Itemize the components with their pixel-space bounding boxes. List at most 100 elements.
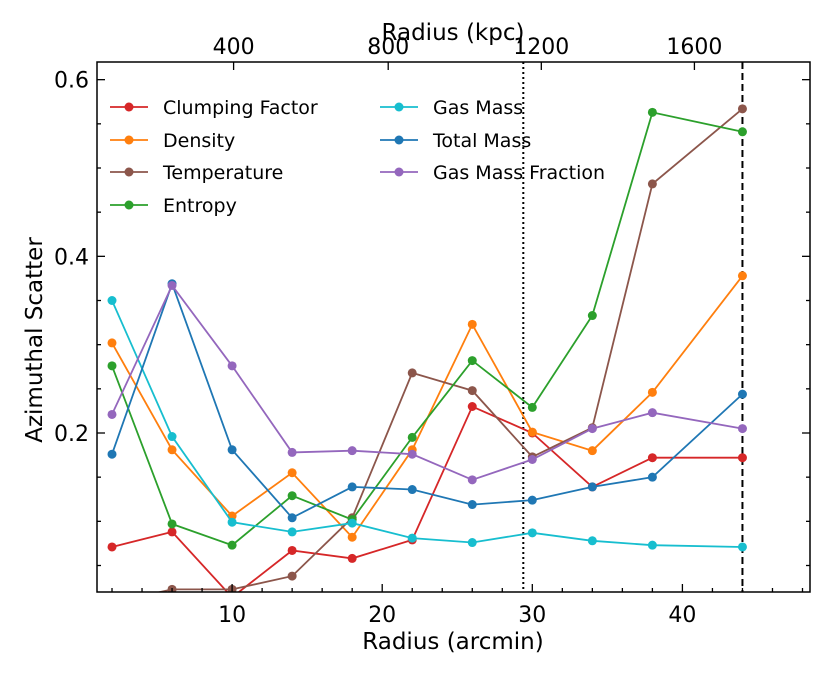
plot-layer [107,62,747,607]
x-tick-label: 20 [368,603,396,628]
legend-marker-gas-mass [394,102,404,112]
data-point-clumping-factor [287,545,297,555]
data-point-clumping-factor [467,402,477,411]
legend-marker-density [124,135,134,145]
legend-marker-total-mass [394,135,404,145]
data-point-entropy [527,402,537,412]
data-point-density [287,468,297,478]
data-point-entropy [287,491,297,501]
series-line-total-mass [111,281,744,519]
data-point-total-mass [587,482,597,492]
series-line-clumping-factor [111,405,743,592]
data-point-entropy [587,311,597,321]
data-point-entropy [227,540,237,550]
data-point-clumping-factor [107,542,117,552]
legend-label-total-mass: Total Mass [432,130,531,152]
data-point-density [737,271,747,281]
data-point-entropy [467,356,477,366]
x-tick-label: 30 [518,603,546,628]
data-point-gas-mass-fraction [527,455,537,464]
data-point-total-mass [527,495,537,505]
plot-border [96,61,811,593]
legend-label-density: Density [163,130,235,152]
legend-label-gas-mass-fraction: Gas Mass Fraction [433,162,605,184]
data-point-temperature [108,598,117,607]
data-point-density [167,445,177,455]
legend-marker-entropy [124,200,134,210]
data-point-clumping-factor [228,593,237,602]
data-point-gas-mass [407,533,417,543]
legend-label-temperature: Temperature [162,162,283,184]
x-tick-label: 40 [668,603,696,628]
legend: Clumping Factor Density Temperature Entropy… [110,97,605,217]
data-point-clumping-factor [647,453,657,463]
data-point-gas-mass-fraction [737,424,747,434]
data-point-total-mass [287,513,297,523]
data-point-gas-mass-fraction [227,361,237,371]
data-point-density [107,338,117,348]
data-point-gas-mass [287,527,297,537]
data-point-gas-mass [587,536,597,546]
top-x-axis-label: Radius (kpc) [382,20,525,46]
data-point-total-mass [407,485,417,495]
plot-frame [96,61,811,593]
data-point-gas-mass-fraction [167,280,177,290]
top-tick-label: 1600 [666,35,722,60]
data-point-gas-mass-fraction [647,408,657,418]
data-point-gas-mass-fraction [107,409,117,419]
data-point-gas-mass [227,517,237,527]
series-line-gas-mass-fraction [111,283,743,481]
y-tick-label: 0.6 [54,69,89,94]
data-point-clumping-factor [737,453,747,463]
data-point-gas-mass-fraction [587,424,597,434]
y-tick-label: 0.4 [54,245,89,270]
series-line-gas-mass [111,300,743,548]
data-point-gas-mass [107,296,117,305]
data-point-total-mass [227,445,237,455]
data-point-density [587,446,597,456]
y-tick-label: 0.2 [54,422,89,447]
x-tick-label: 10 [218,603,246,628]
data-point-total-mass [467,500,477,510]
data-point-entropy [167,519,177,529]
data-point-temperature [407,368,417,378]
legend-label-clumping-factor: Clumping Factor [163,97,318,119]
data-point-density [467,319,477,329]
data-point-clumping-factor [167,527,177,537]
legend-marker-clumping-factor [124,102,134,112]
data-point-entropy [407,432,417,442]
data-point-temperature [287,571,297,581]
data-point-density [347,532,357,542]
data-point-density [647,387,657,397]
data-point-total-mass [647,472,657,482]
data-point-clumping-factor [347,553,357,563]
data-point-total-mass [737,389,747,399]
top-tick-label: 400 [213,35,255,60]
top-tick-label: 800 [367,35,409,60]
legend-label-entropy: Entropy [163,195,237,217]
top-tick-label: 1200 [513,35,569,60]
data-point-total-mass [107,449,117,459]
data-point-temperature [647,179,657,189]
data-point-density [527,427,537,437]
data-point-gas-mass [737,542,747,552]
data-point-entropy [737,127,747,137]
data-point-gas-mass-fraction [467,475,477,485]
axis-ticks: 10 20 30 40 400 800 1200 1600 0.2 0.4 0.6 [54,35,810,628]
legend-marker-temperature [124,167,134,177]
legend-label-gas-mass: Gas Mass [433,97,523,119]
data-point-gas-mass [167,432,177,442]
series-line-density [111,275,744,539]
data-point-entropy [647,107,657,117]
data-point-total-mass [347,482,357,492]
data-point-gas-mass [647,540,657,550]
legend-marker-gas-mass-fraction [394,167,404,177]
data-point-gas-mass [527,528,537,538]
y-axis-label: Azimuthal Scatter [22,237,48,443]
data-point-temperature [467,386,477,396]
x-axis-label: Radius (arcmin) [362,629,543,655]
data-point-gas-mass [347,518,357,528]
data-point-gas-mass-fraction [347,446,357,456]
data-point-entropy [107,361,117,371]
